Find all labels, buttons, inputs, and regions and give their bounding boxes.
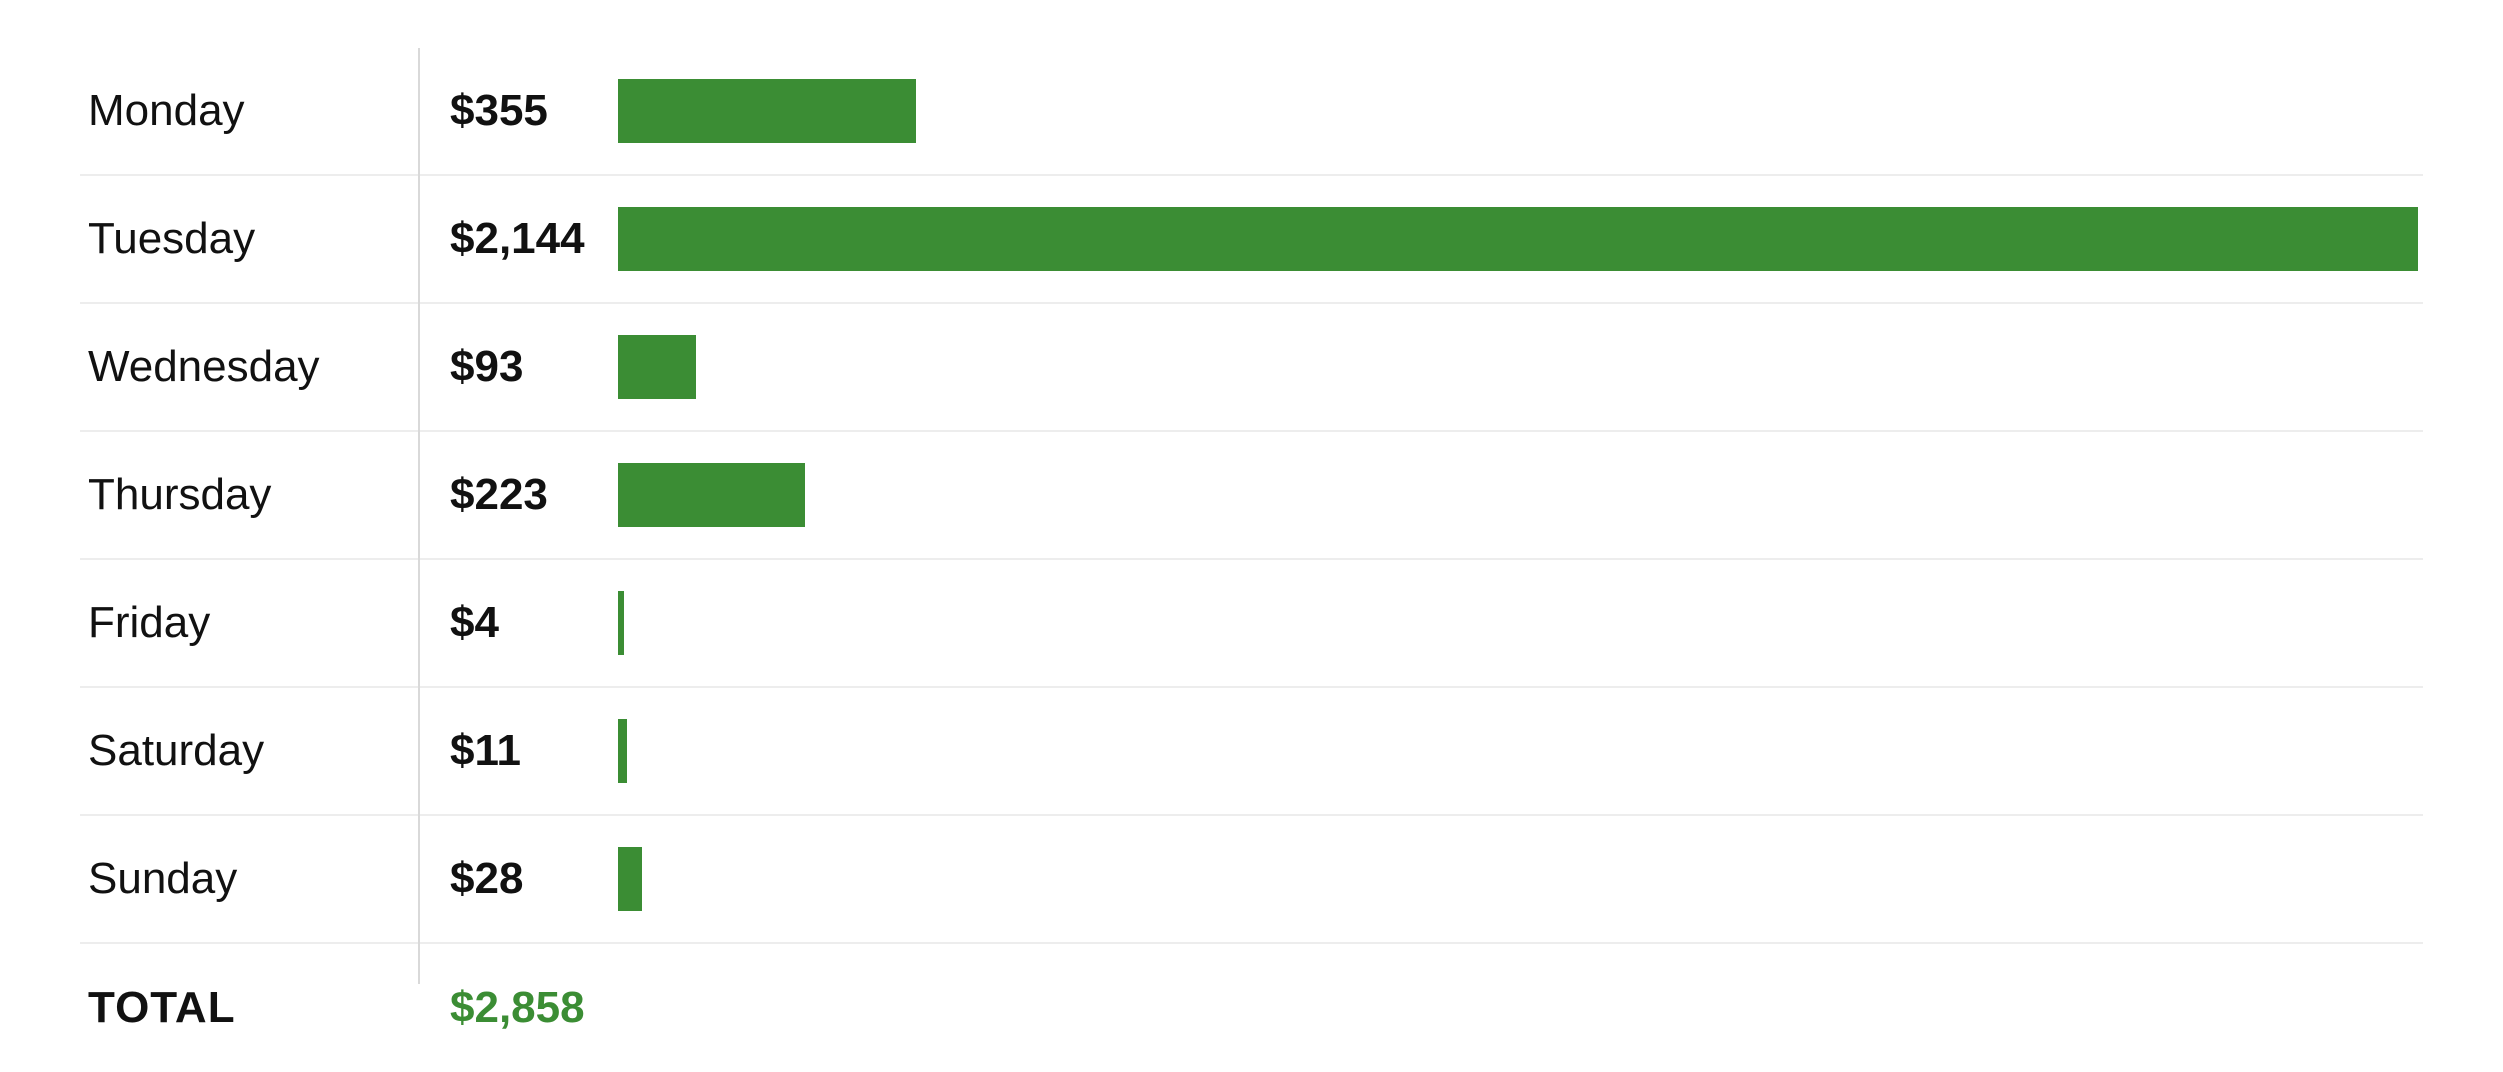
bar-fill: [618, 79, 916, 143]
chart-row: Wednesday $93: [80, 304, 2423, 432]
row-label: Sunday: [80, 854, 418, 904]
row-value: $93: [418, 342, 618, 392]
row-value: $28: [418, 854, 618, 904]
row-value: $223: [418, 470, 618, 520]
chart-row: Monday $355: [80, 48, 2423, 176]
chart-total-row: TOTAL $2,858: [80, 944, 2423, 1072]
row-label: Saturday: [80, 726, 418, 776]
weekday-bar-chart: Monday $355 Tuesday $2,144 Wednesday $93…: [0, 0, 2503, 1032]
total-value: $2,858: [418, 983, 618, 1033]
bar-fill: [618, 463, 805, 527]
row-value: $355: [418, 86, 618, 136]
row-label: Friday: [80, 598, 418, 648]
bar-fill: [618, 719, 627, 783]
chart-row: Thursday $223: [80, 432, 2423, 560]
chart-row: Saturday $11: [80, 688, 2423, 816]
bar-track: [618, 816, 2423, 942]
bar-track: [618, 432, 2423, 558]
bar-fill: [618, 591, 624, 655]
bar-fill: [618, 847, 642, 911]
bar-track: [618, 688, 2423, 814]
bar-track: [618, 48, 2423, 174]
bar-track: [618, 560, 2423, 686]
bar-fill: [618, 335, 696, 399]
row-label: Thursday: [80, 470, 418, 520]
bar-track: [618, 176, 2423, 302]
chart-row: Sunday $28: [80, 816, 2423, 944]
row-value: $2,144: [418, 214, 618, 264]
total-label: TOTAL: [80, 983, 418, 1033]
row-value: $11: [418, 726, 618, 776]
row-label: Tuesday: [80, 214, 418, 264]
bar-track: [618, 304, 2423, 430]
chart-row: Friday $4: [80, 560, 2423, 688]
bar-track: [618, 944, 2423, 1072]
chart-row: Tuesday $2,144: [80, 176, 2423, 304]
divider-vertical: [418, 48, 420, 984]
row-label: Monday: [80, 86, 418, 136]
bar-fill: [618, 207, 2418, 271]
row-value: $4: [418, 598, 618, 648]
row-label: Wednesday: [80, 342, 418, 392]
